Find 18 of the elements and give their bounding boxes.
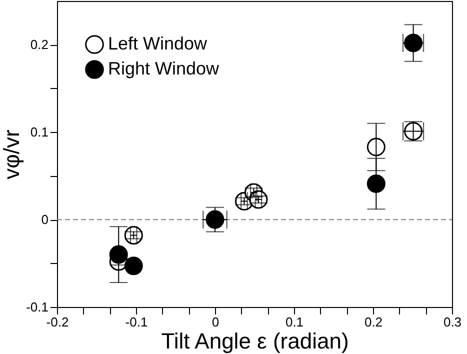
x-tick-label: 0.2	[364, 314, 383, 330]
point	[124, 256, 143, 276]
x-tick-label: 0	[212, 314, 220, 330]
x-axis-title: Tilt Angle ε (radian)	[161, 328, 349, 354]
point	[366, 174, 386, 193]
y-axis-title: vφ/vr	[0, 130, 24, 180]
legend-label: Left Window	[108, 34, 208, 54]
legend-label: Right Window	[108, 58, 220, 78]
x-tick-label: 0.1	[285, 314, 304, 330]
point	[109, 245, 128, 264]
y-tick-label: 0	[41, 212, 48, 228]
y-tick-label: 0.1	[30, 124, 48, 140]
point	[366, 138, 386, 156]
x-tick-label: 0.3	[443, 314, 462, 330]
y-tick-label: -0.1	[26, 300, 48, 314]
x-tick-label: -0.2	[46, 314, 69, 330]
y-tick-label: 0.2	[30, 37, 48, 52]
x-tick-label: -0.1	[125, 314, 148, 330]
